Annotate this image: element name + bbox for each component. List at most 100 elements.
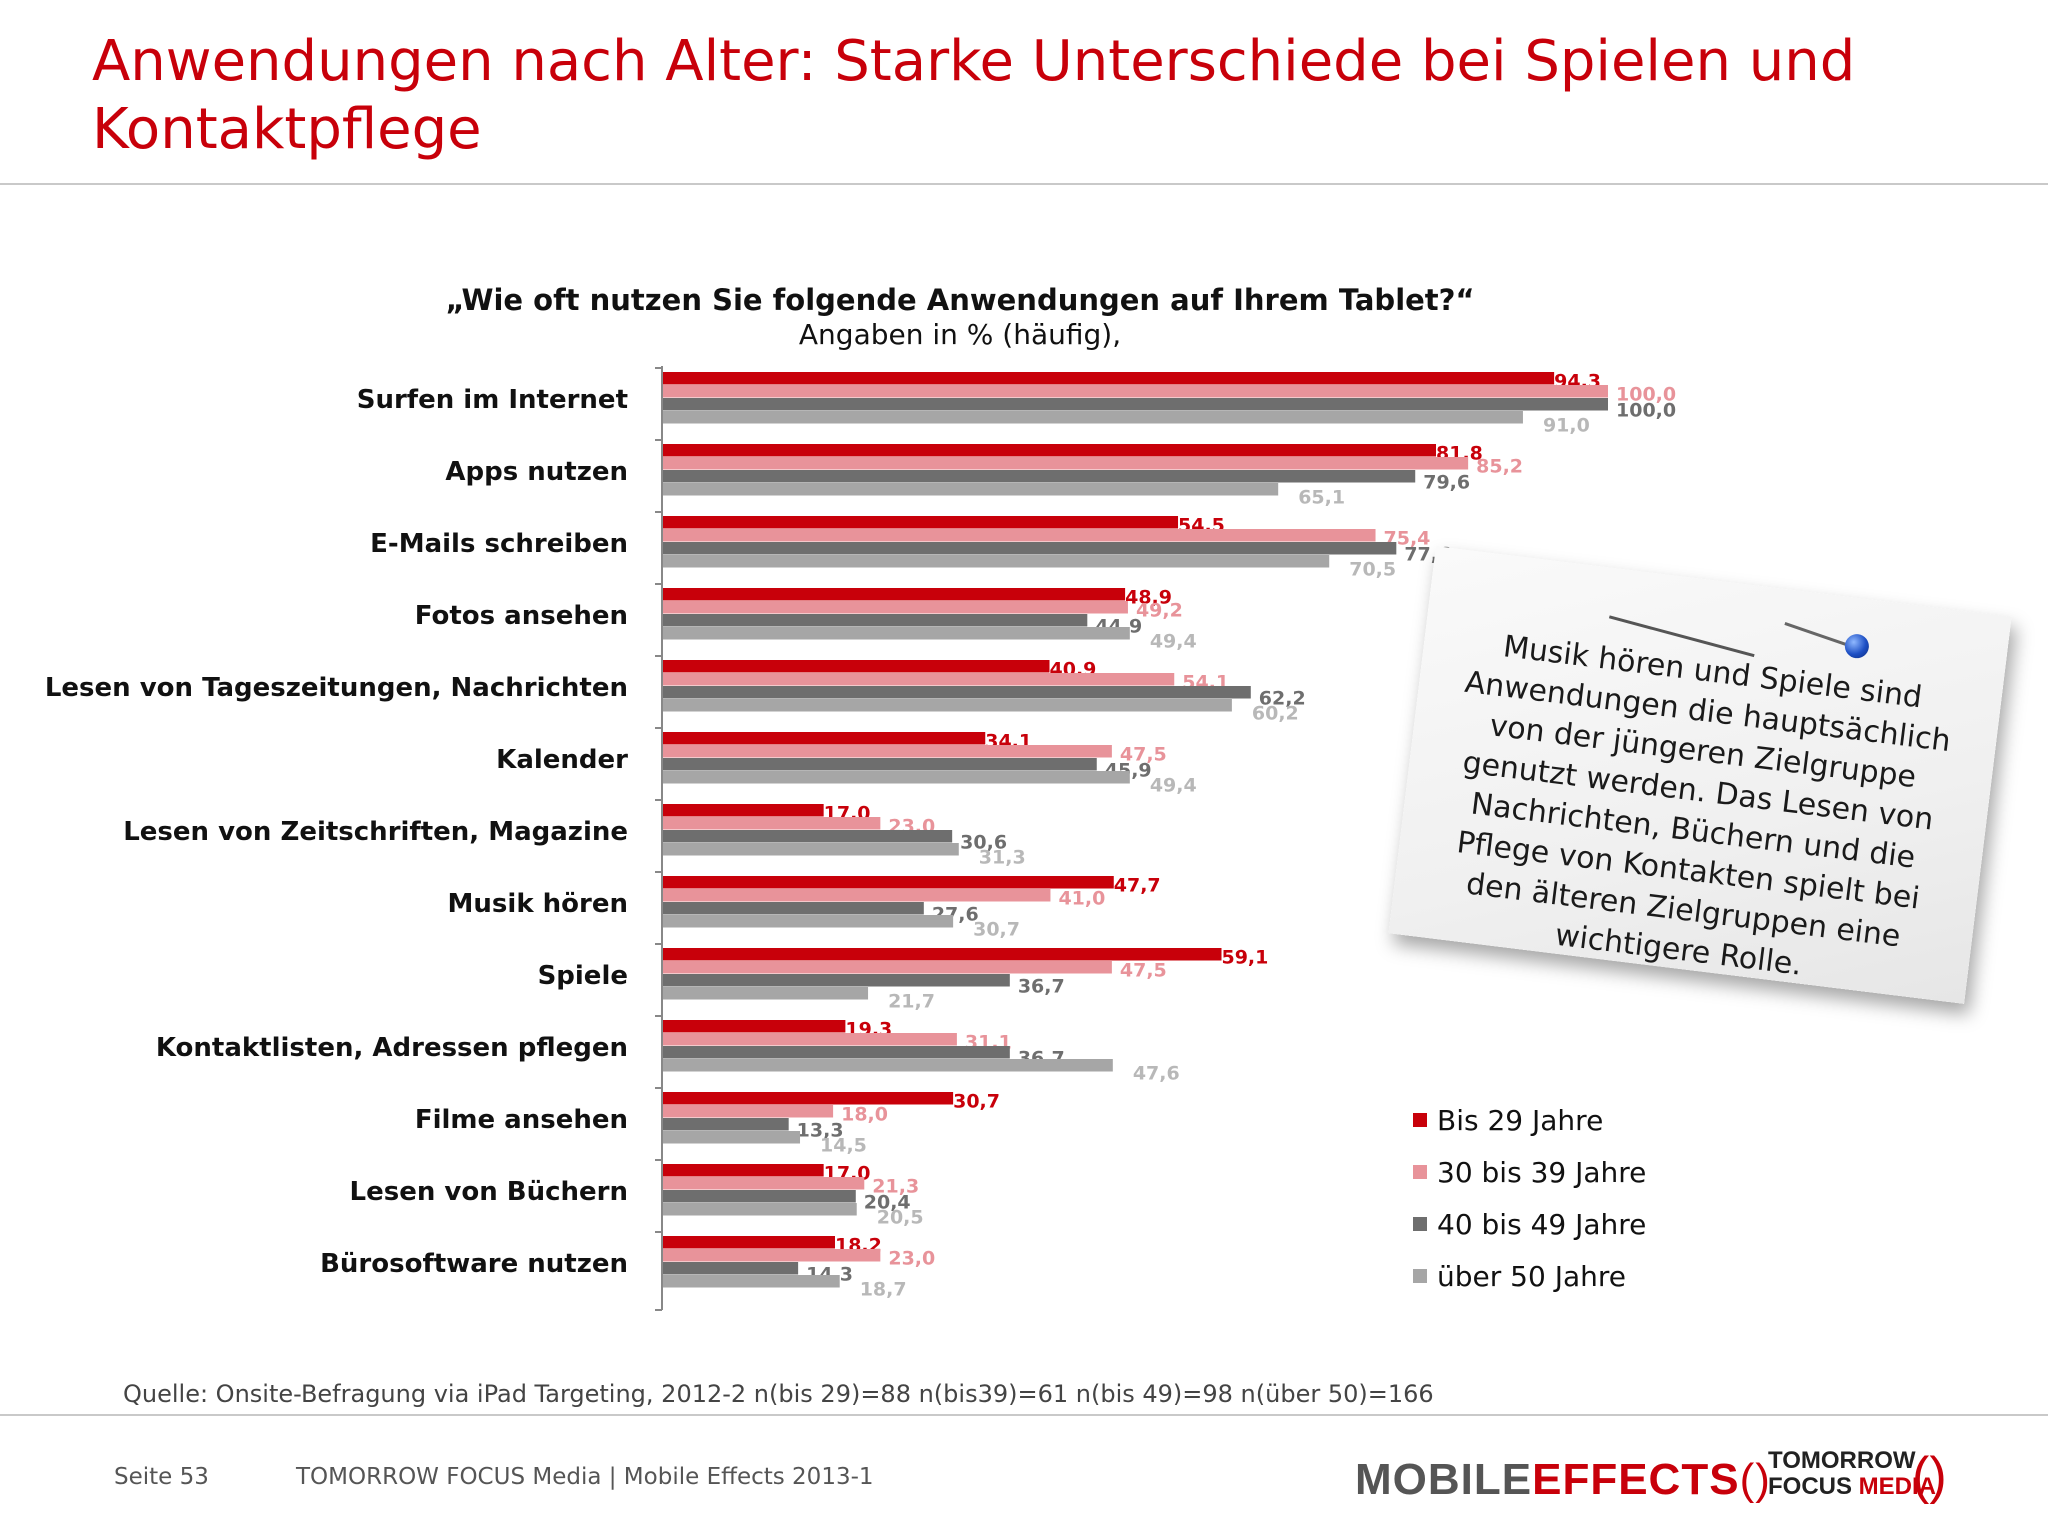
bar (663, 470, 1416, 483)
bar (663, 915, 954, 928)
bar (663, 1262, 799, 1275)
logo-paren-text: () (1739, 1455, 1771, 1504)
bar (663, 542, 1397, 555)
category-label: Lesen von Tageszeitungen, Nachrichten (45, 673, 628, 703)
note-card: Musik hören und Spiele sind Anwendungen … (1388, 546, 2012, 1004)
mobile-effects-logo: MOBILEEFFECTS() (1355, 1455, 1771, 1505)
bar (663, 555, 1330, 568)
data-label: 21,3 (872, 1176, 919, 1198)
legend-item: 30 bis 39 Jahre (1413, 1146, 1833, 1198)
bar (663, 398, 1608, 411)
data-label: 48,9 (1125, 587, 1172, 609)
category-label: Lesen von Zeitschriften, Magazine (123, 817, 628, 847)
bar-chart: Surfen im Internet94,3100,0100,091,0Apps… (45, 366, 1676, 1311)
legend-swatch (1413, 1113, 1427, 1127)
footer-text: TOMORROW FOCUS Media | Mobile Effects 20… (296, 1464, 874, 1490)
bar (663, 1249, 881, 1262)
bar (663, 444, 1437, 457)
bar (663, 745, 1112, 758)
bar (663, 529, 1376, 542)
category-label: Kontaktlisten, Adressen pflegen (156, 1033, 628, 1063)
bar (663, 1020, 846, 1033)
logo-tomorrow-text: TOMORROW (1768, 1447, 1916, 1474)
category-label: Bürosoftware nutzen (320, 1249, 628, 1279)
bar (663, 974, 1010, 987)
data-label: 30,7 (953, 1091, 1000, 1113)
bar (663, 1059, 1113, 1072)
bar (663, 902, 924, 915)
tomorrow-focus-media-logo: TOMORROW FOCUS MEDIA (1768, 1448, 1936, 1500)
bar (663, 1275, 840, 1288)
legend-swatch (1413, 1165, 1427, 1179)
bar (663, 948, 1222, 961)
bar (663, 732, 986, 745)
data-label: 36,7 (1018, 976, 1065, 998)
bar (663, 516, 1179, 529)
logo-effects-text: EFFECTS (1532, 1455, 1740, 1504)
bar (663, 961, 1112, 974)
legend-item: über 50 Jahre (1413, 1250, 1833, 1302)
data-label: 18,0 (841, 1104, 888, 1126)
pin-needle (1784, 622, 1852, 648)
bar (663, 830, 953, 843)
data-label: 47,5 (1120, 744, 1167, 766)
category-label: Fotos ansehen (415, 601, 628, 631)
title-divider (0, 183, 2048, 185)
slide-title: Anwendungen nach Alter: Starke Unterschi… (92, 29, 1856, 162)
bar (663, 686, 1251, 699)
bar (663, 771, 1130, 784)
legend-swatch (1413, 1217, 1427, 1231)
data-label: 100,0 (1616, 384, 1676, 406)
category-label: Kalender (496, 745, 628, 775)
bar (663, 1177, 865, 1190)
data-label: 20,5 (877, 1207, 924, 1229)
data-label: 62,2 (1259, 688, 1306, 710)
legend-label: über 50 Jahre (1437, 1259, 1626, 1293)
bar (663, 1046, 1010, 1059)
bar (663, 1131, 801, 1144)
bar (663, 614, 1088, 627)
category-label: Musik hören (448, 889, 628, 919)
data-label: 13,3 (797, 1120, 844, 1142)
data-label: 49,4 (1150, 775, 1197, 797)
data-label: 70,5 (1349, 559, 1396, 581)
data-label: 79,6 (1423, 472, 1470, 494)
bar (663, 601, 1128, 614)
category-label: Apps nutzen (445, 457, 628, 487)
data-label: 65,1 (1298, 487, 1345, 509)
note-text: Musik hören und Spiele sind Anwendungen … (1454, 629, 1953, 983)
bar (663, 372, 1555, 385)
bar (663, 588, 1126, 601)
bar (663, 1190, 856, 1203)
bar (663, 876, 1114, 889)
category-label: E-Mails schreiben (370, 529, 628, 559)
data-label: 20,4 (864, 1192, 911, 1214)
logo-media-text: MEDIA (1858, 1473, 1937, 1500)
logo-focus-text: FOCUS (1768, 1473, 1852, 1500)
category-label: Spiele (538, 961, 628, 991)
category-label: Lesen von Büchern (350, 1177, 628, 1207)
data-label: 47,5 (1120, 960, 1167, 982)
bar (663, 457, 1469, 470)
logo-mobile-text: MOBILE (1355, 1455, 1533, 1504)
legend-label: 40 bis 49 Jahre (1437, 1207, 1647, 1241)
bar (663, 1164, 824, 1177)
data-label: 30,7 (973, 919, 1020, 941)
bar (663, 1033, 957, 1046)
logo-tf-paren: () (1912, 1447, 1947, 1505)
pushpin-icon (1843, 632, 1871, 660)
data-label: 31,3 (979, 847, 1026, 869)
legend-label: 30 bis 39 Jahre (1437, 1155, 1647, 1189)
legend-label: Bis 29 Jahre (1437, 1103, 1604, 1137)
data-label: 18,7 (860, 1279, 907, 1301)
bar (663, 1092, 954, 1105)
data-label: 85,2 (1476, 456, 1523, 478)
bar (663, 817, 881, 830)
bar (663, 673, 1175, 686)
data-label: 14,5 (820, 1135, 867, 1157)
data-label: 49,4 (1150, 631, 1197, 653)
bar (663, 385, 1608, 398)
bar (663, 699, 1232, 712)
data-label: 59,1 (1221, 947, 1268, 969)
bar (663, 889, 1051, 902)
